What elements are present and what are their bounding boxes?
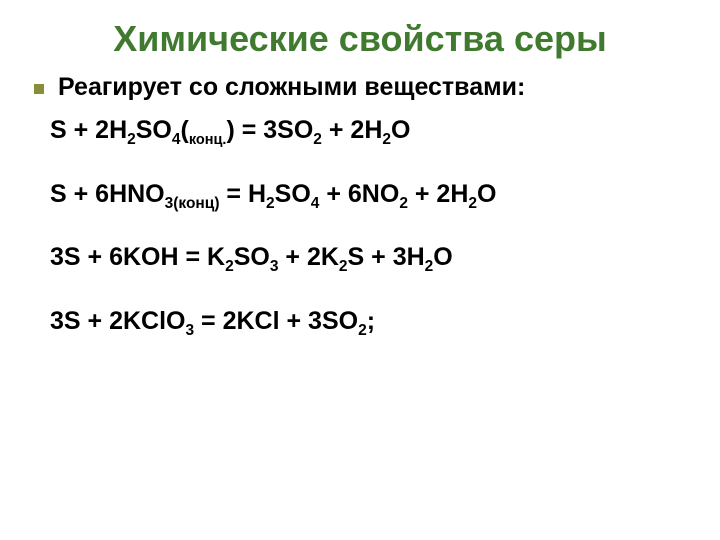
- eq2-sub: 2: [399, 195, 408, 212]
- eq3-sub: 2: [339, 258, 348, 275]
- bullet-text: Реагирует со сложными веществами:: [58, 73, 525, 102]
- eq2-part: = H: [219, 180, 266, 208]
- eq2-sub: 2: [468, 195, 477, 212]
- eq1-part: + 2H: [322, 116, 382, 144]
- eq2-part: + 2H: [408, 180, 468, 208]
- eq4-part: ;: [367, 307, 375, 335]
- equation-4: 3S + 2KClO3 = 2KCl + 3SO2;: [50, 303, 692, 341]
- equation-2: S + 6HNO3(конц) = H2SO4 + 6NO2 + 2H2O: [50, 176, 692, 214]
- equation-1: S + 2H2SO4(конц.) = 3SO2 + 2H2O: [50, 112, 692, 150]
- eq1-part: SO: [136, 116, 172, 144]
- eq3-part: O: [433, 243, 452, 271]
- eq1-part: S + 2H: [50, 116, 127, 144]
- slide: Химические свойства серы Реагирует со сл…: [0, 0, 720, 540]
- eq4-sub: 3: [185, 322, 194, 339]
- bullet-marker: [34, 84, 44, 94]
- bullet-row: Реагирует со сложными веществами:: [34, 73, 692, 102]
- eq1-sub: 2: [313, 131, 322, 148]
- eq1-sub: 2: [382, 131, 391, 148]
- slide-title: Химические свойства серы: [28, 18, 692, 59]
- eq2-part: + 6NO: [319, 180, 399, 208]
- eq1-note: конц.: [189, 132, 227, 148]
- eq3-sub: 2: [225, 258, 234, 275]
- eq2-part: S + 6HNO: [50, 180, 165, 208]
- eq2-part: SO: [275, 180, 311, 208]
- eq4-part: = 2KCl + 3SO: [194, 307, 358, 335]
- equations-block: S + 2H2SO4(конц.) = 3SO2 + 2H2O S + 6HNO…: [50, 112, 692, 340]
- eq4-sub: 2: [358, 322, 367, 339]
- eq1-sub: 4: [172, 131, 181, 148]
- eq1-sub: 2: [127, 131, 136, 148]
- eq2-part: O: [477, 180, 496, 208]
- eq1-part: ) = 3SO: [226, 116, 313, 144]
- eq3-part: + 2K: [278, 243, 338, 271]
- eq3-part: S + 3H: [348, 243, 425, 271]
- eq2-sub: 3(конц): [165, 195, 220, 212]
- eq3-part: 3S + 6KOH = K: [50, 243, 225, 271]
- eq4-part: 3S + 2KClO: [50, 307, 185, 335]
- eq1-part: O: [391, 116, 410, 144]
- eq1-part: (: [181, 116, 189, 144]
- equation-3: 3S + 6KOH = K2SO3 + 2K2S + 3H2O: [50, 239, 692, 277]
- eq3-sub: 2: [425, 258, 434, 275]
- eq2-sub: 2: [266, 195, 275, 212]
- eq3-part: SO: [234, 243, 270, 271]
